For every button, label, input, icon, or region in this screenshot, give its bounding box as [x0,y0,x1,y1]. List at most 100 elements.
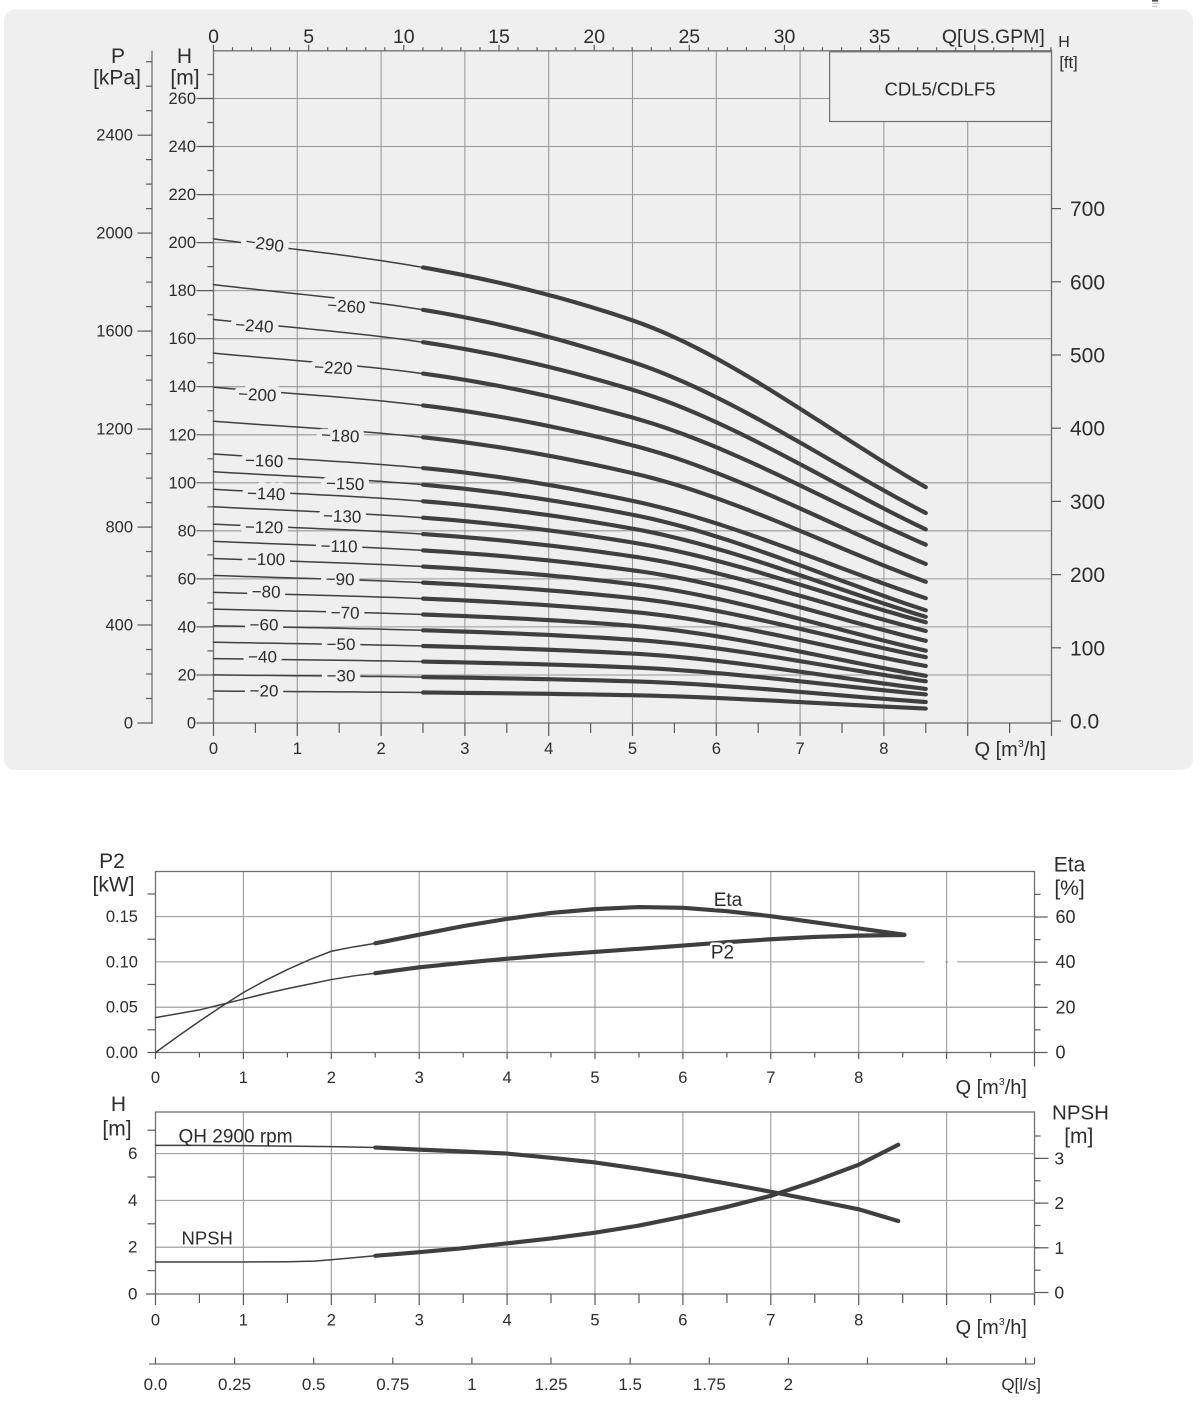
svg-text:260: 260 [168,90,196,108]
svg-text:180: 180 [168,282,196,300]
svg-text:−80: −80 [252,582,281,602]
svg-text:−240: −240 [235,315,275,337]
svg-text:6: 6 [128,1144,137,1163]
svg-text:40: 40 [178,618,196,636]
svg-text:0.10: 0.10 [106,953,138,971]
svg-text:2: 2 [377,740,386,758]
svg-text:140: 140 [168,378,196,396]
svg-text:0: 0 [209,740,218,758]
svg-text:2: 2 [784,1375,793,1394]
svg-text:15: 15 [488,26,510,48]
svg-text:−120: −120 [245,518,284,538]
svg-text:−160: −160 [245,451,284,471]
svg-text:Q [m3/h]: Q [m3/h] [956,1316,1027,1339]
svg-text:[kW]: [kW] [93,874,135,897]
svg-text:0: 0 [151,1312,160,1330]
svg-text:−130: −130 [323,506,362,526]
svg-text:4: 4 [128,1191,137,1210]
svg-text:2: 2 [128,1238,137,1257]
svg-text:25: 25 [678,26,700,48]
svg-text:8: 8 [879,740,888,758]
svg-text:NPSH: NPSH [1052,1102,1109,1125]
svg-text:QH 2900 rpm: QH 2900 rpm [179,1127,293,1148]
svg-text:Q [m3/h]: Q [m3/h] [975,738,1046,761]
svg-text:7: 7 [796,740,805,758]
svg-text:0.15: 0.15 [106,908,138,926]
svg-text:1.25: 1.25 [534,1375,567,1394]
svg-text:35: 35 [869,26,891,48]
svg-text:H: H [177,45,192,68]
svg-text:−30: −30 [327,667,356,686]
svg-text:60: 60 [178,570,196,588]
svg-text:2: 2 [327,1069,336,1087]
svg-text:[kPa]: [kPa] [93,67,141,90]
svg-text:−20: −20 [250,682,279,701]
svg-text:P2: P2 [711,943,734,964]
svg-text:0: 0 [208,26,219,48]
svg-text:8: 8 [854,1069,863,1087]
svg-text:2: 2 [327,1312,336,1330]
svg-text:Q [m3/h]: Q [m3/h] [956,1076,1027,1099]
svg-text:400: 400 [1070,418,1105,441]
svg-text:1.5: 1.5 [618,1375,642,1394]
svg-text:20: 20 [583,26,605,48]
svg-text:−260: −260 [327,296,367,318]
svg-text:−90: −90 [326,570,355,590]
svg-text:6: 6 [678,1312,687,1330]
svg-text:1200: 1200 [96,421,133,439]
svg-text:−110: −110 [320,537,357,557]
svg-text:80: 80 [178,522,196,540]
svg-text:2000: 2000 [96,225,133,243]
svg-text:120: 120 [168,426,196,444]
svg-text:4: 4 [503,1069,512,1087]
svg-text:1: 1 [293,740,302,758]
svg-text:600: 600 [1070,271,1105,294]
svg-text:0: 0 [1056,1043,1066,1063]
svg-text:−150: −150 [326,474,365,494]
svg-text:0.0: 0.0 [144,1375,168,1394]
svg-text:−50: −50 [327,635,356,654]
svg-text:6: 6 [712,740,721,758]
svg-text:20: 20 [178,667,196,685]
svg-text:NPSH: NPSH [182,1228,233,1249]
svg-text:1.75: 1.75 [693,1375,726,1394]
svg-text:200: 200 [1070,564,1105,587]
svg-text:7: 7 [766,1312,775,1330]
svg-text:200: 200 [168,234,196,252]
svg-text:8: 8 [854,1312,863,1330]
svg-text:−60: −60 [250,616,279,635]
svg-text:[ft]: [ft] [1059,54,1077,72]
svg-text:100: 100 [168,474,196,492]
svg-text:2: 2 [1054,1193,1064,1213]
svg-text:4: 4 [544,740,553,758]
svg-text:1: 1 [239,1312,248,1330]
svg-text:3: 3 [415,1312,424,1330]
svg-text:−140: −140 [247,484,286,504]
svg-text:−100: −100 [247,550,286,570]
svg-text:Eta: Eta [1054,854,1086,877]
svg-text:1: 1 [239,1069,248,1087]
svg-text:4: 4 [503,1312,512,1330]
svg-text:800: 800 [105,519,133,537]
svg-text:0: 0 [1054,1283,1064,1303]
svg-text:H: H [111,1093,126,1116]
svg-text:P: P [111,45,125,68]
svg-text:[m]: [m] [170,67,199,90]
svg-text:0.05: 0.05 [106,999,138,1017]
svg-text:5: 5 [628,740,637,758]
svg-text:CDL5/CDLF5: CDL5/CDLF5 [884,79,995,100]
svg-text:[%]: [%] [1054,877,1084,900]
svg-text:0: 0 [124,715,133,733]
svg-text:0.00: 0.00 [106,1044,138,1062]
svg-text:60: 60 [1056,907,1076,927]
svg-text:100: 100 [1070,637,1105,660]
svg-text:1: 1 [467,1375,476,1394]
svg-text:3: 3 [1054,1148,1064,1168]
svg-text:5: 5 [590,1312,599,1330]
svg-text:0: 0 [187,715,196,733]
svg-text:0.5: 0.5 [302,1375,326,1394]
svg-text:0: 0 [151,1069,160,1087]
svg-text:−220: −220 [314,358,353,379]
svg-text:5: 5 [303,26,314,48]
svg-text:0: 0 [128,1285,137,1304]
